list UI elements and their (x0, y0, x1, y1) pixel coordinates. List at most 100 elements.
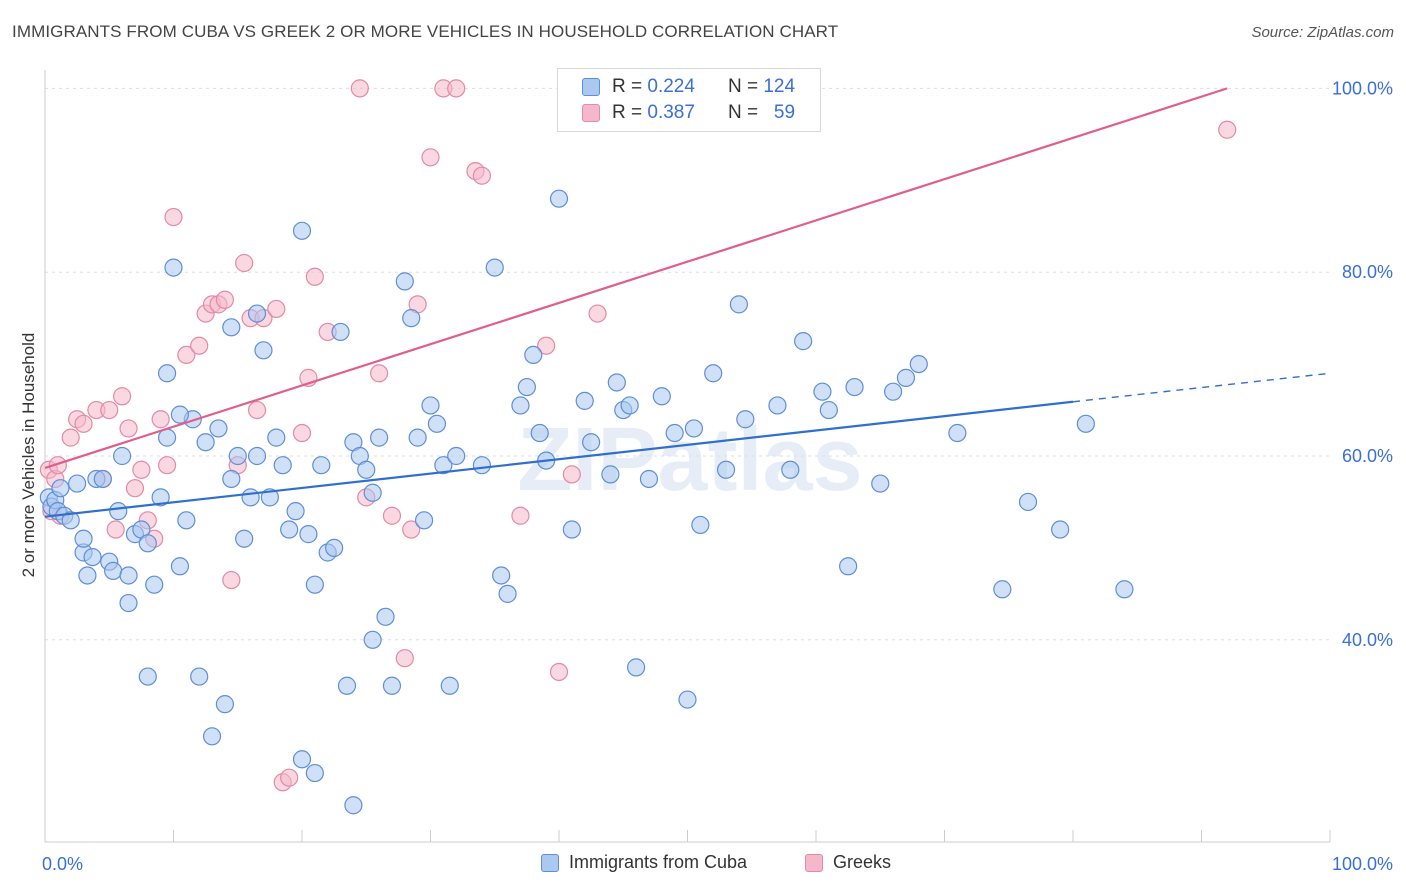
cuba-point (492, 566, 511, 585)
greeks-legend-swatch (805, 853, 823, 872)
cuba-point (652, 387, 671, 406)
legend-row-cuba: R = 0.224 N = 124 (582, 75, 795, 99)
grid-lines (45, 87, 1330, 641)
cuba-point (498, 584, 517, 603)
greeks-point (125, 479, 145, 498)
greeks-point (537, 336, 556, 355)
cuba-point (228, 446, 247, 466)
n-label: N = (727, 76, 759, 97)
greeks-swatch (582, 104, 600, 122)
cuba-point (562, 520, 581, 539)
cuba-point (447, 446, 466, 466)
cuba-point (325, 538, 344, 558)
greeks-point (350, 79, 369, 98)
cuba-point (883, 382, 903, 401)
tick-labels: 40.0% 60.0% 80.0% 100.0% 0.0% 100.0% (42, 78, 1393, 874)
cuba-point (222, 318, 241, 337)
cuba-point (151, 488, 170, 507)
cuba-point (716, 460, 736, 479)
cuba-trend-extension (1072, 372, 1331, 403)
cuba-point (794, 332, 813, 351)
cuba-point (768, 396, 787, 415)
greeks-point (164, 207, 183, 227)
cuba-point (678, 690, 697, 709)
cuba-point (395, 272, 414, 291)
greeks-point (190, 336, 209, 355)
cuba-point (331, 322, 350, 342)
x-tick-label: 100.0% (1332, 854, 1393, 874)
cuba-point (68, 474, 87, 493)
greeks-point (177, 345, 196, 365)
y-axis-label: 2 or more Vehicles in Household (19, 333, 38, 578)
trend-lines (44, 87, 1331, 518)
cuba-point (376, 607, 395, 626)
cuba-point (530, 423, 549, 443)
greeks-legend-label: Greeks (833, 852, 892, 872)
cuba-point (292, 221, 312, 240)
r-label: R = (612, 102, 643, 123)
cuba-point (1115, 580, 1134, 599)
greeks-r-value: 0.387 (647, 102, 695, 123)
cuba-point (414, 511, 434, 530)
cuba-point (93, 469, 112, 489)
greeks-point (382, 506, 402, 525)
greeks-point (421, 148, 440, 167)
cuba-point (427, 414, 447, 433)
greeks-point (106, 520, 125, 539)
r-label: R = (612, 76, 643, 97)
cuba-point (177, 511, 196, 530)
cuba-point (626, 658, 646, 677)
cuba-point (241, 488, 260, 507)
greeks-point (215, 290, 234, 309)
greeks-point (151, 410, 170, 429)
cuba-point (164, 258, 183, 277)
cuba-point (337, 676, 357, 695)
x-tick-label: 0.0% (42, 854, 83, 874)
cuba-point (273, 456, 292, 475)
greeks-point (549, 662, 569, 682)
axes (44, 70, 1331, 843)
cuba-point (909, 354, 928, 374)
cuba-point (1076, 414, 1095, 433)
cuba-point (170, 557, 190, 576)
cuba-point (83, 547, 102, 567)
cuba-point (119, 566, 138, 585)
cuba-point (280, 520, 299, 539)
y-tick-label: 100.0% (1332, 78, 1393, 98)
cuba-point (601, 465, 620, 484)
cuba-r-value: 0.224 (647, 76, 695, 97)
cuba-point (845, 377, 864, 397)
cuba-n-value: 124 (763, 76, 796, 97)
cuba-point (896, 368, 916, 387)
y-tick-label: 80.0% (1342, 262, 1393, 282)
cuba-swatch (582, 78, 600, 96)
cuba-point (639, 469, 659, 489)
cuba-point (138, 534, 157, 553)
cuba-point (344, 796, 363, 815)
cuba-point (170, 405, 190, 424)
greeks-point (267, 299, 286, 319)
cuba-point (78, 566, 97, 585)
cuba-points (39, 189, 1134, 815)
greeks-point (280, 768, 299, 787)
cuba-point (104, 561, 123, 580)
cuba-point (736, 410, 755, 429)
cuba-point (691, 515, 710, 535)
greeks-point (157, 456, 177, 475)
greeks-trend-line (44, 87, 1228, 469)
cuba-point (408, 428, 427, 447)
greeks-point (61, 428, 80, 447)
cuba-point (1051, 520, 1070, 539)
cuba-point (157, 364, 177, 383)
greeks-point (235, 253, 254, 273)
greeks-point (402, 520, 421, 539)
cuba-point (138, 667, 157, 686)
cuba-point (993, 580, 1012, 599)
cuba-point (370, 428, 389, 447)
cuba-point (363, 630, 382, 649)
cuba-point (299, 525, 318, 544)
legend-item-greeks: Greeks (805, 852, 891, 873)
cuba-point (485, 258, 504, 277)
greeks-point (119, 419, 138, 438)
